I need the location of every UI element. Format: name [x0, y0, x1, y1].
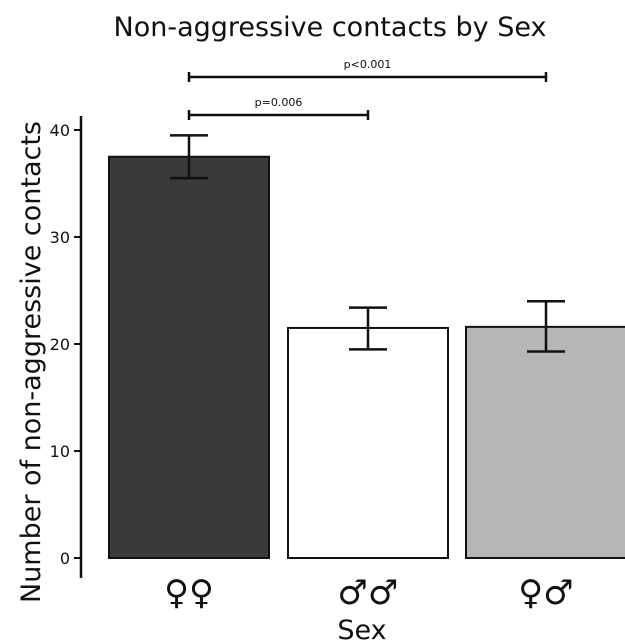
category-label: ♀♀: [164, 573, 214, 613]
p-value-label: p=0.006: [255, 96, 303, 109]
error-bar: [349, 306, 387, 351]
significance-bracket: p=0.006: [187, 96, 370, 120]
y-axis-ticks: 0 10 20 30 40: [50, 121, 81, 568]
bar: [108, 155, 270, 559]
x-axis-label: Sex: [337, 615, 386, 644]
bars: [108, 155, 625, 560]
y-tick-label: 40: [50, 121, 70, 140]
y-tick-label: 20: [50, 335, 70, 354]
p-value-label: p<0.001: [344, 58, 392, 71]
category-label: ♂♂: [338, 573, 399, 613]
y-tick-label: 0: [60, 549, 70, 568]
bar: [465, 325, 625, 559]
significance-annotations: p=0.006 p<0.001: [187, 58, 548, 120]
bar: [287, 326, 449, 560]
error-bar: [170, 134, 208, 180]
category-label: ♀♂: [518, 573, 573, 613]
significance-bracket: p<0.001: [187, 58, 548, 82]
y-tick-label: 10: [50, 442, 70, 461]
category-labels: ♀♀ ♂♂ ♀♂: [164, 573, 574, 613]
error-bars: [170, 134, 565, 353]
error-bar: [527, 299, 565, 353]
y-tick-label: 30: [50, 228, 70, 247]
chart-title: Non-aggressive contacts by Sex: [114, 12, 547, 43]
y-axis-label: Number of non-aggressive contacts: [16, 121, 47, 603]
